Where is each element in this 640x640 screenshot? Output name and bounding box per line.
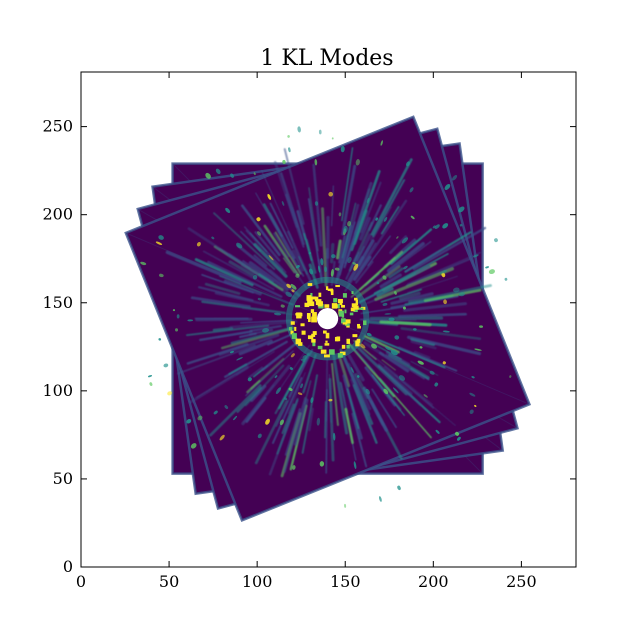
y-tick-label: 250 (42, 117, 73, 136)
y-tick-label: 50 (53, 469, 73, 488)
x-tick-label: 250 (506, 572, 537, 591)
central-mask (317, 308, 339, 330)
x-tick-label: 200 (418, 572, 449, 591)
y-tick-label: 150 (42, 293, 73, 312)
x-tick-label: 50 (159, 572, 179, 591)
bright-speckle-ring (285, 276, 370, 361)
x-tick-label: 100 (242, 572, 273, 591)
radial-streaks (165, 147, 492, 478)
x-tick-label: 0 (76, 572, 86, 591)
axis-ticks: 0 50 100 150 200 250 0 50 100 150 200 250 (42, 72, 576, 591)
axes-frame (80, 71, 577, 568)
y-tick-label: 100 (42, 381, 73, 400)
x-tick-label: 150 (330, 572, 361, 591)
y-tick-label: 0 (63, 557, 73, 576)
chart-title: 1 KL Modes (260, 46, 393, 71)
heatmap-image (124, 115, 532, 523)
y-tick-label: 200 (42, 205, 73, 224)
speckles (140, 126, 512, 508)
